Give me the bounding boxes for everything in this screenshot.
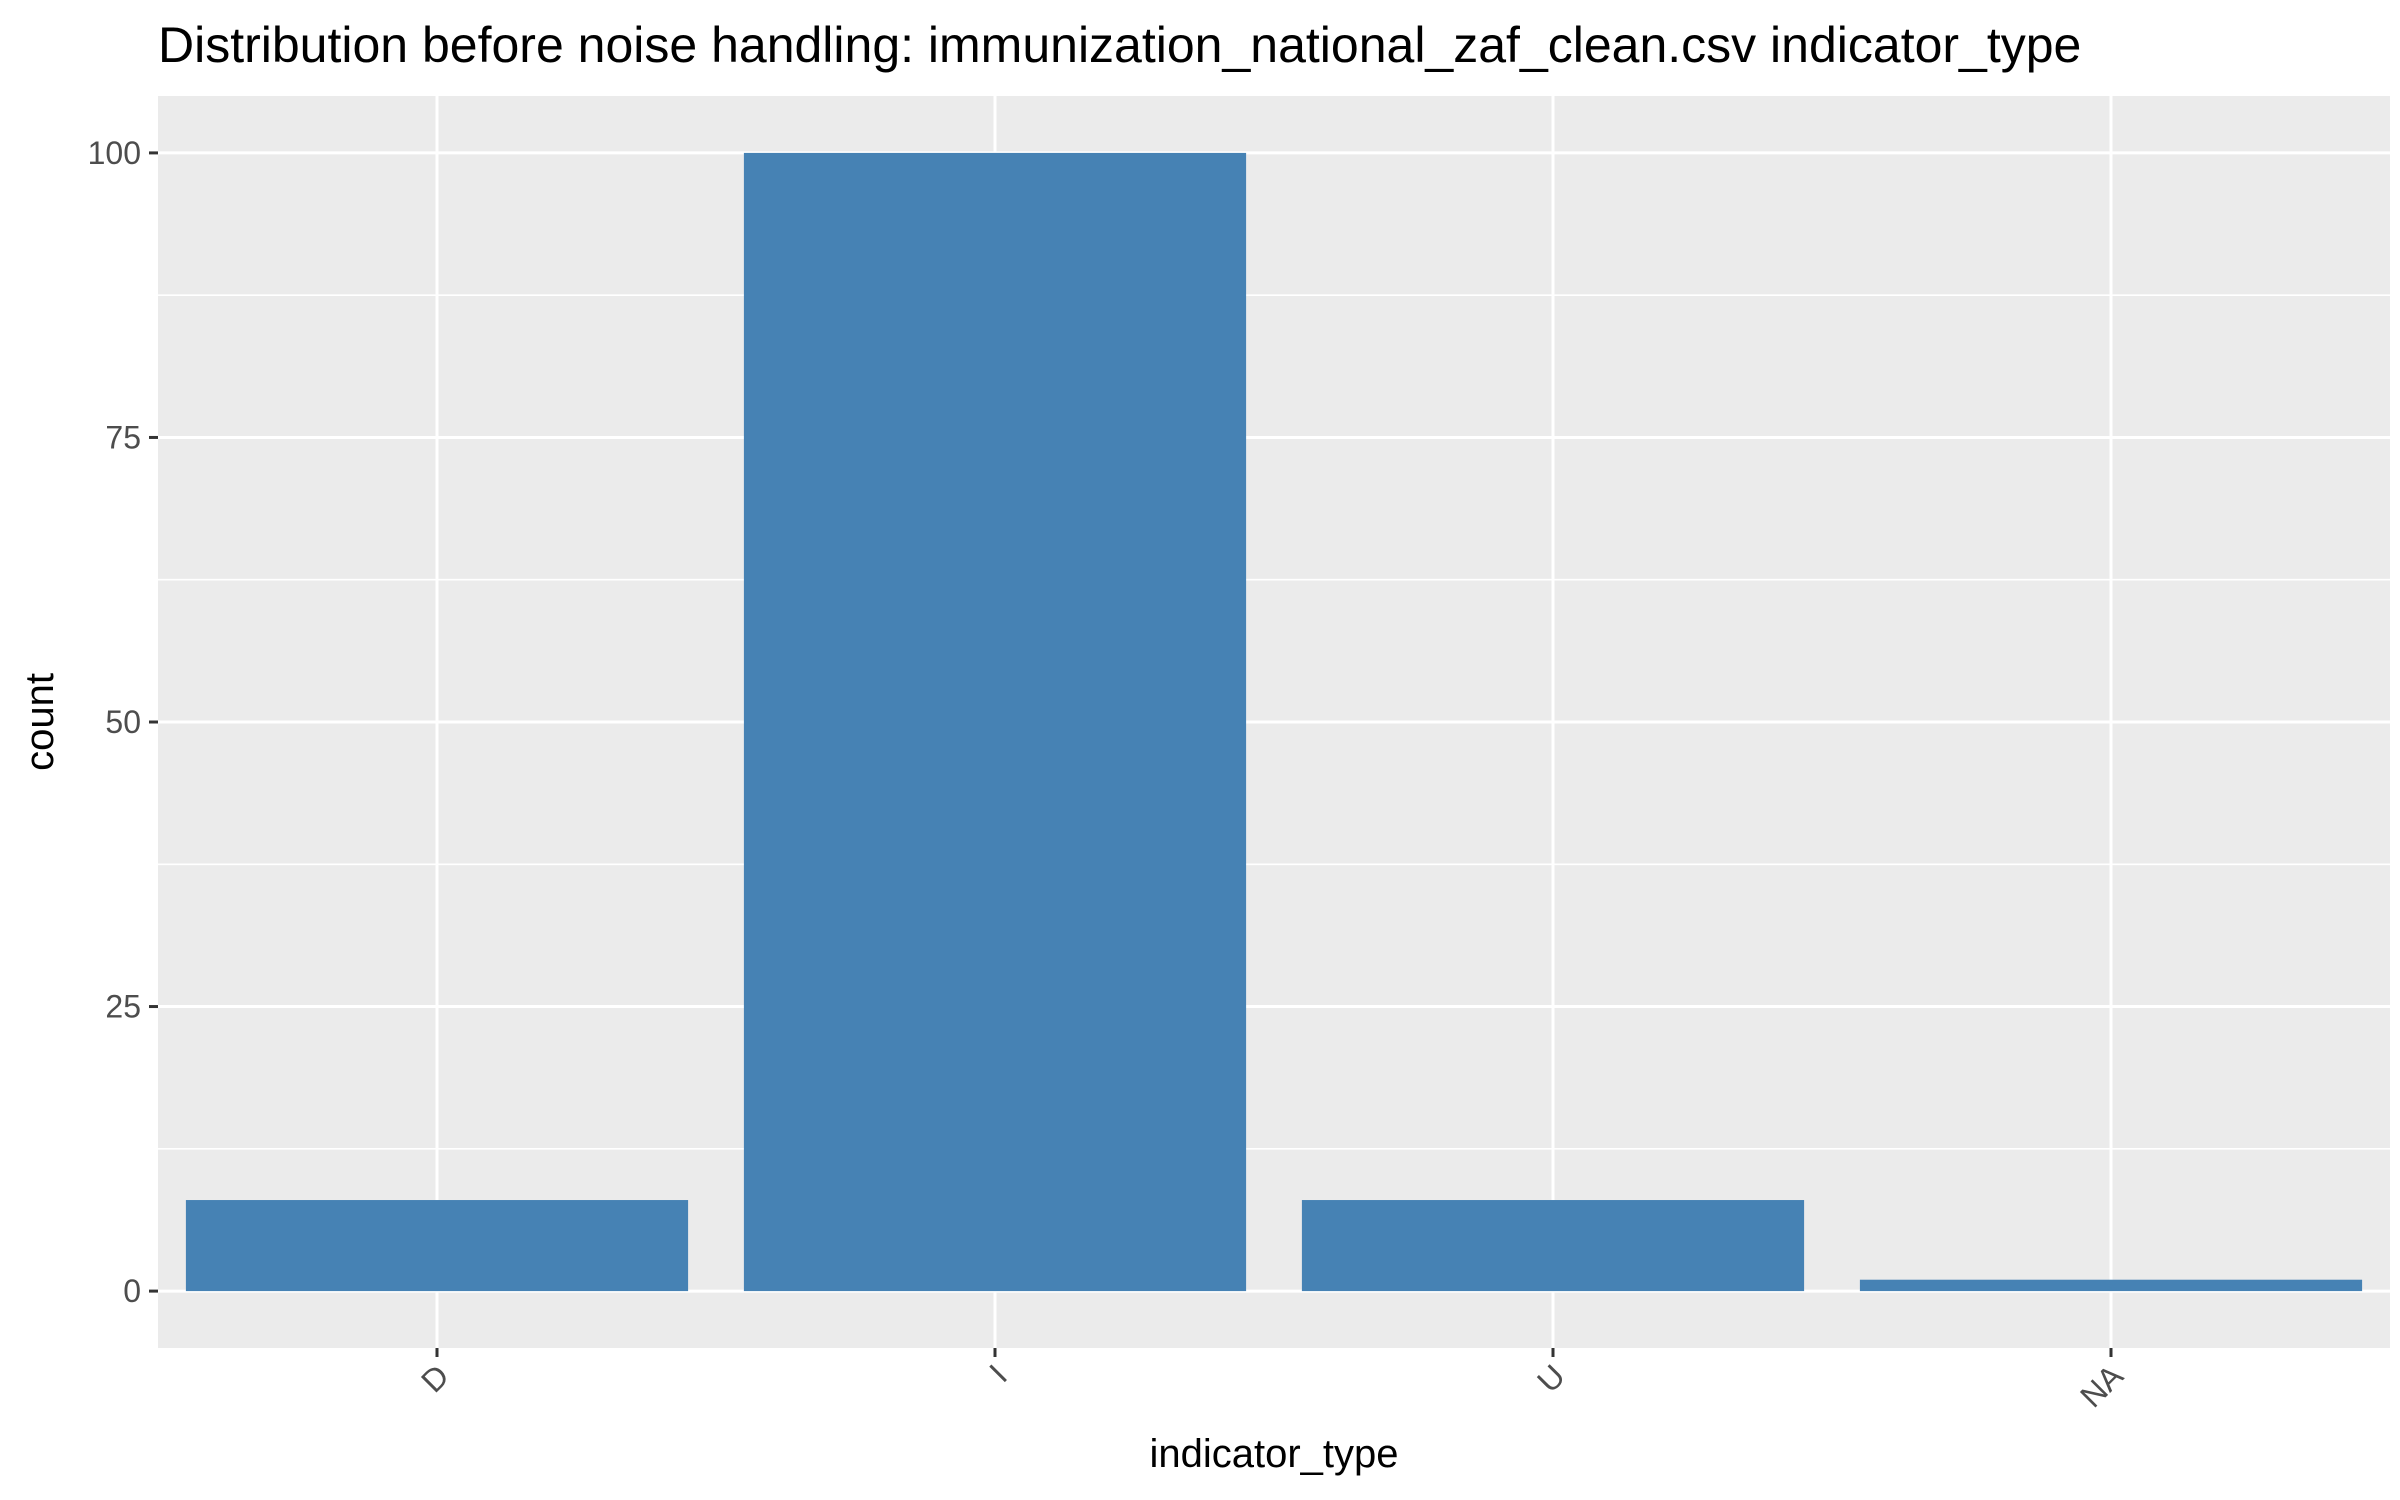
bar-u	[1301, 1200, 1805, 1292]
y-axis-title: count	[18, 673, 62, 771]
y-axis: 0 25 50 75 100	[88, 135, 158, 1309]
bar-i	[743, 152, 1247, 1292]
chart-title: Distribution before noise handling: immu…	[158, 17, 2081, 73]
x-tick-label: NA	[2073, 1357, 2130, 1414]
x-axis: D I U NA	[414, 1348, 2130, 1414]
x-tick-label: U	[1530, 1357, 1572, 1399]
x-tick-label: I	[982, 1357, 1014, 1389]
bar-d	[185, 1200, 689, 1292]
y-tick-label: 25	[105, 989, 141, 1025]
y-tick-label: 50	[105, 704, 141, 740]
y-tick-label: 75	[105, 419, 141, 455]
bar-na	[1859, 1279, 2363, 1292]
minor-gridlines	[158, 294, 2390, 1150]
x-axis-title: indicator_type	[1149, 1432, 1398, 1476]
y-tick-label: 0	[123, 1273, 141, 1309]
y-tick-label: 100	[88, 135, 141, 171]
bars	[185, 152, 2363, 1292]
x-tick-label: D	[414, 1357, 456, 1399]
